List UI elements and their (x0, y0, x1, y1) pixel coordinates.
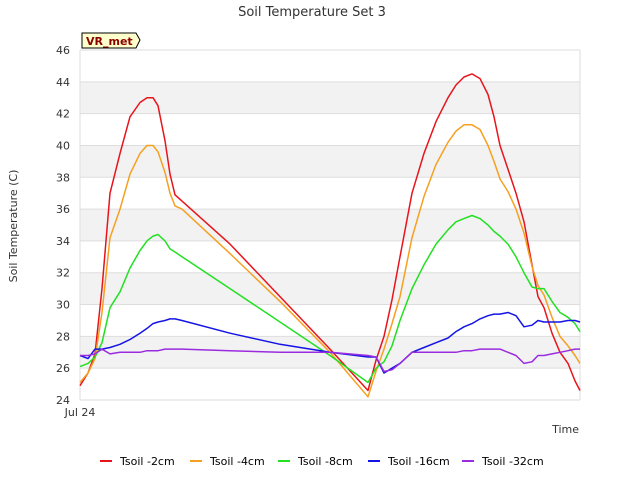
y-tick-label: 40 (56, 139, 70, 152)
plot-band (80, 81, 580, 114)
plot-band (80, 272, 580, 305)
plot-band (80, 177, 580, 210)
y-tick-label: 44 (56, 76, 70, 89)
plot-background-bands (80, 50, 580, 400)
legend-label: Tsoil -16cm (387, 455, 450, 468)
plot-band (80, 50, 580, 82)
plot-band (80, 145, 580, 178)
y-tick-label: 42 (56, 108, 70, 121)
legend-label: Tsoil -4cm (209, 455, 265, 468)
legend-label: Tsoil -32cm (481, 455, 544, 468)
plot-band (80, 240, 580, 273)
y-tick-label: 36 (56, 203, 70, 216)
plot-band (80, 368, 580, 400)
y-axis-tick-labels: 24 26 28 30 32 34 36 38 40 42 44 46 (56, 44, 70, 407)
series-line-tsoil-8cm (79, 214, 581, 384)
legend: Tsoil -2cm Tsoil -4cm Tsoil -8cm Tsoil -16c… (100, 455, 544, 468)
station-badge-label: VR_met (86, 35, 133, 48)
legend-item: Tsoil -16cm (368, 455, 450, 468)
legend-item: Tsoil -32cm (462, 455, 544, 468)
y-tick-label: 34 (56, 235, 70, 248)
gridlines (79, 49, 581, 401)
series-line-tsoil-32cm (80, 348, 580, 373)
plot-band (80, 113, 580, 146)
y-tick-label: 30 (56, 299, 70, 312)
series-line-tsoil-2cm (79, 73, 581, 392)
y-tick-label: 24 (56, 394, 70, 407)
plot-band (80, 304, 580, 337)
y-tick-label: 32 (56, 267, 70, 280)
plot-band (80, 209, 580, 241)
x-axis-label: Time (551, 423, 579, 436)
y-tick-label: 38 (56, 171, 70, 184)
legend-item: Tsoil -2cm (100, 455, 175, 468)
legend-item: Tsoil -4cm (190, 455, 265, 468)
y-axis-label: Soil Temperature (C) (7, 170, 20, 283)
series-lines (79, 73, 581, 398)
legend-item: Tsoil -8cm (278, 455, 353, 468)
y-tick-label: 26 (56, 362, 70, 375)
x-axis-tick-label: Jul 24 (64, 406, 96, 419)
station-badge-box (81, 32, 141, 49)
y-tick-label: 28 (56, 330, 70, 343)
legend-label: Tsoil -2cm (119, 455, 175, 468)
chart-title: Soil Temperature Set 3 (238, 5, 386, 20)
legend-label: Tsoil -8cm (297, 455, 353, 468)
station-badge: VR_met (81, 32, 141, 49)
series-line-tsoil-4cm (79, 124, 581, 398)
y-tick-label: 46 (56, 44, 70, 57)
